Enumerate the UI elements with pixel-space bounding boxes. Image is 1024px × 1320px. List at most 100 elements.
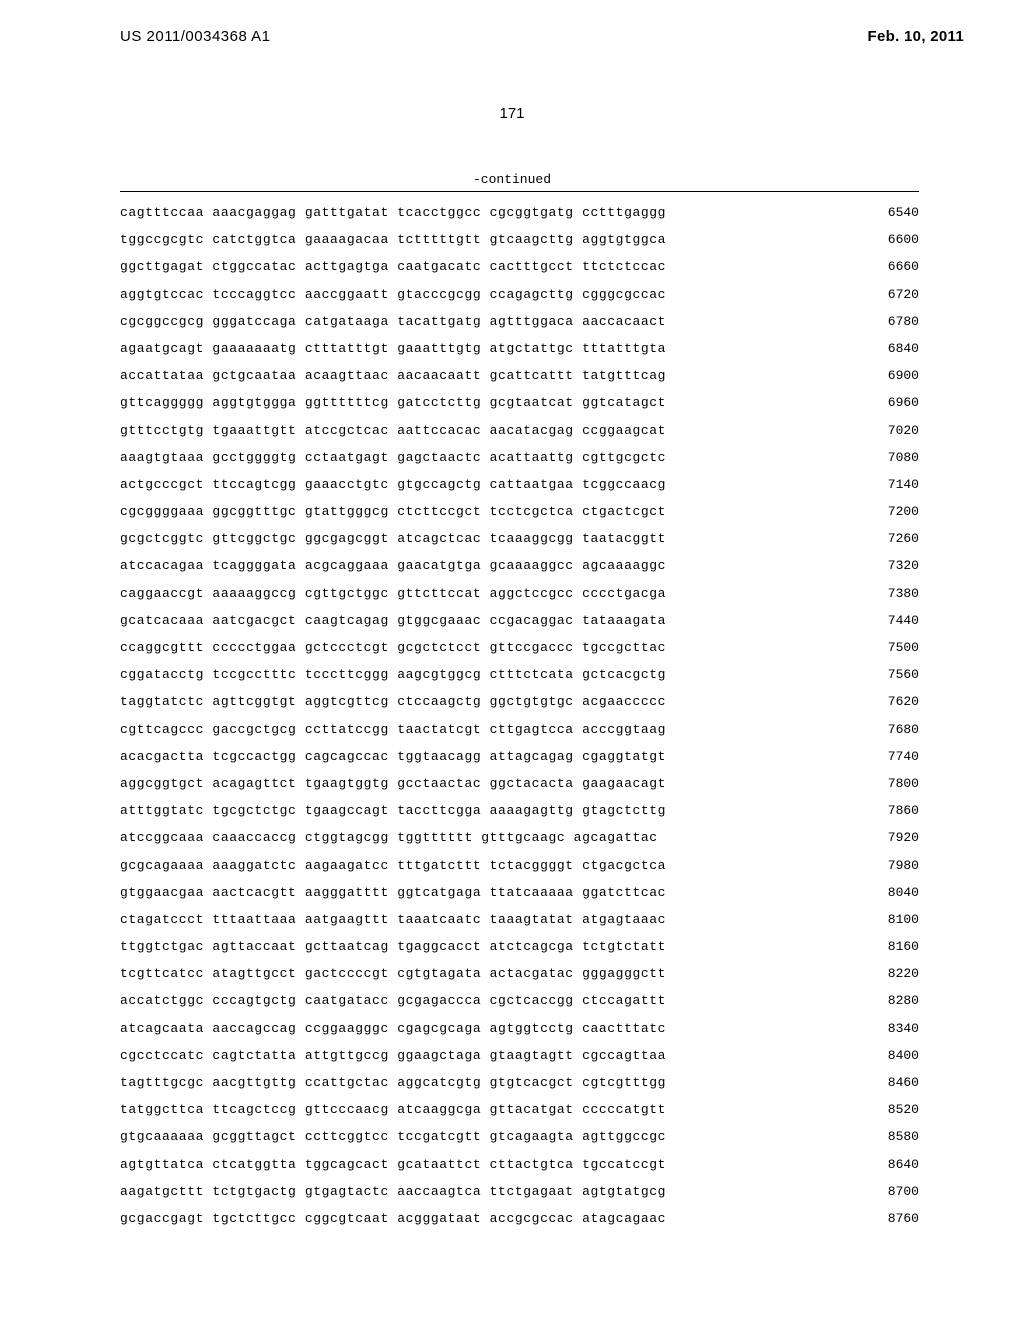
sequence-position: 7620 bbox=[858, 695, 919, 708]
sequence-text: cgcggggaaa ggcggtttgc gtattgggcg ctcttcc… bbox=[120, 505, 666, 518]
page-header: US 2011/0034368 A1 Feb. 10, 2011 bbox=[0, 0, 1024, 45]
sequence-row: accatctggc cccagtgctg caatgatacc gcgagac… bbox=[120, 994, 919, 1007]
sequence-text: acacgactta tcgccactgg cagcagccac tggtaac… bbox=[120, 750, 666, 763]
sequence-position: 8160 bbox=[858, 940, 919, 953]
sequence-position: 6900 bbox=[858, 369, 919, 382]
page-number: 171 bbox=[0, 105, 1024, 122]
sequence-position: 8580 bbox=[858, 1130, 919, 1143]
document-date: Feb. 10, 2011 bbox=[868, 28, 964, 45]
sequence-row: tagtttgcgc aacgttgttg ccattgctac aggcatc… bbox=[120, 1076, 919, 1089]
sequence-position: 7440 bbox=[858, 614, 919, 627]
sequence-row: ttggtctgac agttaccaat gcttaatcag tgaggca… bbox=[120, 940, 919, 953]
sequence-text: ttggtctgac agttaccaat gcttaatcag tgaggca… bbox=[120, 940, 666, 953]
sequence-position: 7860 bbox=[858, 804, 919, 817]
sequence-row: gcgaccgagt tgctcttgcc cggcgtcaat acgggat… bbox=[120, 1212, 919, 1225]
sequence-text: cagtttccaa aaacgaggag gatttgatat tcacctg… bbox=[120, 206, 666, 219]
sequence-position: 8340 bbox=[858, 1022, 919, 1035]
sequence-row: tcgttcatcc atagttgcct gactccccgt cgtgtag… bbox=[120, 967, 919, 980]
sequence-text: cgcctccatc cagtctatta attgttgccg ggaagct… bbox=[120, 1049, 666, 1062]
sequence-row: ctagatccct tttaattaaa aatgaagttt taaatca… bbox=[120, 913, 919, 926]
sequence-position: 7500 bbox=[858, 641, 919, 654]
sequence-position: 7140 bbox=[858, 478, 919, 491]
sequence-text: gcgctcggtc gttcggctgc ggcgagcggt atcagct… bbox=[120, 532, 666, 545]
sequence-row: aaagtgtaaa gcctggggtg cctaatgagt gagctaa… bbox=[120, 451, 919, 464]
sequence-text: aggcggtgct acagagttct tgaagtggtg gcctaac… bbox=[120, 777, 666, 790]
sequence-text: atccggcaaa caaaccaccg ctggtagcgg tggtttt… bbox=[120, 831, 658, 844]
sequence-row: caggaaccgt aaaaaggccg cgttgctggc gttcttc… bbox=[120, 587, 919, 600]
sequence-position: 8040 bbox=[858, 886, 919, 899]
sequence-row: cggatacctg tccgcctttc tcccttcggg aagcgtg… bbox=[120, 668, 919, 681]
sequence-position: 6780 bbox=[858, 315, 919, 328]
sequence-text: aagatgcttt tctgtgactg gtgagtactc aaccaag… bbox=[120, 1185, 666, 1198]
sequence-position: 8400 bbox=[858, 1049, 919, 1062]
sequence-row: taggtatctc agttcggtgt aggtcgttcg ctccaag… bbox=[120, 695, 919, 708]
document-number: US 2011/0034368 A1 bbox=[120, 28, 271, 45]
sequence-row: agaatgcagt gaaaaaaatg ctttatttgt gaaattt… bbox=[120, 342, 919, 355]
sequence-text: caggaaccgt aaaaaggccg cgttgctggc gttcttc… bbox=[120, 587, 666, 600]
sequence-text: agtgttatca ctcatggtta tggcagcact gcataat… bbox=[120, 1158, 666, 1171]
sequence-row: gtttcctgtg tgaaattgtt atccgctcac aattcca… bbox=[120, 424, 919, 437]
sequence-row: gcgcagaaaa aaaggatctc aagaagatcc tttgatc… bbox=[120, 859, 919, 872]
sequence-row: cgttcagccc gaccgctgcg ccttatccgg taactat… bbox=[120, 723, 919, 736]
sequence-row: acacgactta tcgccactgg cagcagccac tggtaac… bbox=[120, 750, 919, 763]
sequence-text: atcagcaata aaccagccag ccggaagggc cgagcgc… bbox=[120, 1022, 666, 1035]
sequence-text: accatctggc cccagtgctg caatgatacc gcgagac… bbox=[120, 994, 666, 1007]
sequence-position: 7740 bbox=[858, 750, 919, 763]
sequence-row: tggccgcgtc catctggtca gaaaagacaa tcttttt… bbox=[120, 233, 919, 246]
sequence-text: ctagatccct tttaattaaa aatgaagttt taaatca… bbox=[120, 913, 666, 926]
sequence-position: 7020 bbox=[858, 424, 919, 437]
sequence-position: 7560 bbox=[858, 668, 919, 681]
sequence-position: 8460 bbox=[858, 1076, 919, 1089]
sequence-row: actgcccgct ttccagtcgg gaaacctgtc gtgccag… bbox=[120, 478, 919, 491]
sequence-position: 7080 bbox=[858, 451, 919, 464]
sequence-text: gcgcagaaaa aaaggatctc aagaagatcc tttgatc… bbox=[120, 859, 666, 872]
sequence-position: 6720 bbox=[858, 288, 919, 301]
sequence-position: 7260 bbox=[858, 532, 919, 545]
sequence-text: agaatgcagt gaaaaaaatg ctttatttgt gaaattt… bbox=[120, 342, 666, 355]
sequence-row: aggcggtgct acagagttct tgaagtggtg gcctaac… bbox=[120, 777, 919, 790]
sequence-text: aaagtgtaaa gcctggggtg cctaatgagt gagctaa… bbox=[120, 451, 666, 464]
sequence-position: 7980 bbox=[858, 859, 919, 872]
sequence-text: cgcggccgcg gggatccaga catgataaga tacattg… bbox=[120, 315, 666, 328]
sequence-text: taggtatctc agttcggtgt aggtcgttcg ctccaag… bbox=[120, 695, 666, 708]
sequence-position: 8280 bbox=[858, 994, 919, 1007]
sequence-text: ggcttgagat ctggccatac acttgagtga caatgac… bbox=[120, 260, 666, 273]
sequence-position: 7680 bbox=[858, 723, 919, 736]
sequence-position: 8100 bbox=[858, 913, 919, 926]
sequence-text: cggatacctg tccgcctttc tcccttcggg aagcgtg… bbox=[120, 668, 666, 681]
sequence-text: aggtgtccac tcccaggtcc aaccggaatt gtacccg… bbox=[120, 288, 666, 301]
sequence-row: ccaggcgttt ccccctggaa gctccctcgt gcgctct… bbox=[120, 641, 919, 654]
sequence-row: gttcaggggg aggtgtggga ggttttttcg gatcctc… bbox=[120, 396, 919, 409]
sequence-row: aagatgcttt tctgtgactg gtgagtactc aaccaag… bbox=[120, 1185, 919, 1198]
sequence-row: gcgctcggtc gttcggctgc ggcgagcggt atcagct… bbox=[120, 532, 919, 545]
sequence-position: 7800 bbox=[858, 777, 919, 790]
sequence-row: gtgcaaaaaa gcggttagct ccttcggtcc tccgatc… bbox=[120, 1130, 919, 1143]
sequence-row: agtgttatca ctcatggtta tggcagcact gcataat… bbox=[120, 1158, 919, 1171]
sequence-text: gtttcctgtg tgaaattgtt atccgctcac aattcca… bbox=[120, 424, 666, 437]
sequence-text: tggccgcgtc catctggtca gaaaagacaa tcttttt… bbox=[120, 233, 666, 246]
sequence-listing: cagtttccaa aaacgaggag gatttgatat tcacctg… bbox=[0, 192, 1024, 1225]
sequence-row: atttggtatc tgcgctctgc tgaagccagt taccttc… bbox=[120, 804, 919, 817]
sequence-row: gtggaacgaa aactcacgtt aagggatttt ggtcatg… bbox=[120, 886, 919, 899]
sequence-position: 8220 bbox=[858, 967, 919, 980]
continued-label: -continued bbox=[0, 172, 1024, 187]
sequence-row: cgcctccatc cagtctatta attgttgccg ggaagct… bbox=[120, 1049, 919, 1062]
sequence-position: 8760 bbox=[858, 1212, 919, 1225]
sequence-text: atccacagaa tcaggggata acgcaggaaa gaacatg… bbox=[120, 559, 666, 572]
sequence-row: cgcggccgcg gggatccaga catgataaga tacattg… bbox=[120, 315, 919, 328]
sequence-position: 6540 bbox=[858, 206, 919, 219]
sequence-row: aggtgtccac tcccaggtcc aaccggaatt gtacccg… bbox=[120, 288, 919, 301]
sequence-position: 7320 bbox=[858, 559, 919, 572]
sequence-row: cgcggggaaa ggcggtttgc gtattgggcg ctcttcc… bbox=[120, 505, 919, 518]
sequence-row: tatggcttca ttcagctccg gttcccaacg atcaagg… bbox=[120, 1103, 919, 1116]
sequence-row: ggcttgagat ctggccatac acttgagtga caatgac… bbox=[120, 260, 919, 273]
sequence-position: 7200 bbox=[858, 505, 919, 518]
sequence-row: cagtttccaa aaacgaggag gatttgatat tcacctg… bbox=[120, 206, 919, 219]
sequence-row: accattataa gctgcaataa acaagttaac aacaaca… bbox=[120, 369, 919, 382]
sequence-row: atccggcaaa caaaccaccg ctggtagcgg tggtttt… bbox=[120, 831, 919, 844]
sequence-position: 8520 bbox=[858, 1103, 919, 1116]
sequence-text: tatggcttca ttcagctccg gttcccaacg atcaagg… bbox=[120, 1103, 666, 1116]
sequence-position: 6960 bbox=[858, 396, 919, 409]
sequence-position: 8700 bbox=[858, 1185, 919, 1198]
sequence-text: atttggtatc tgcgctctgc tgaagccagt taccttc… bbox=[120, 804, 666, 817]
